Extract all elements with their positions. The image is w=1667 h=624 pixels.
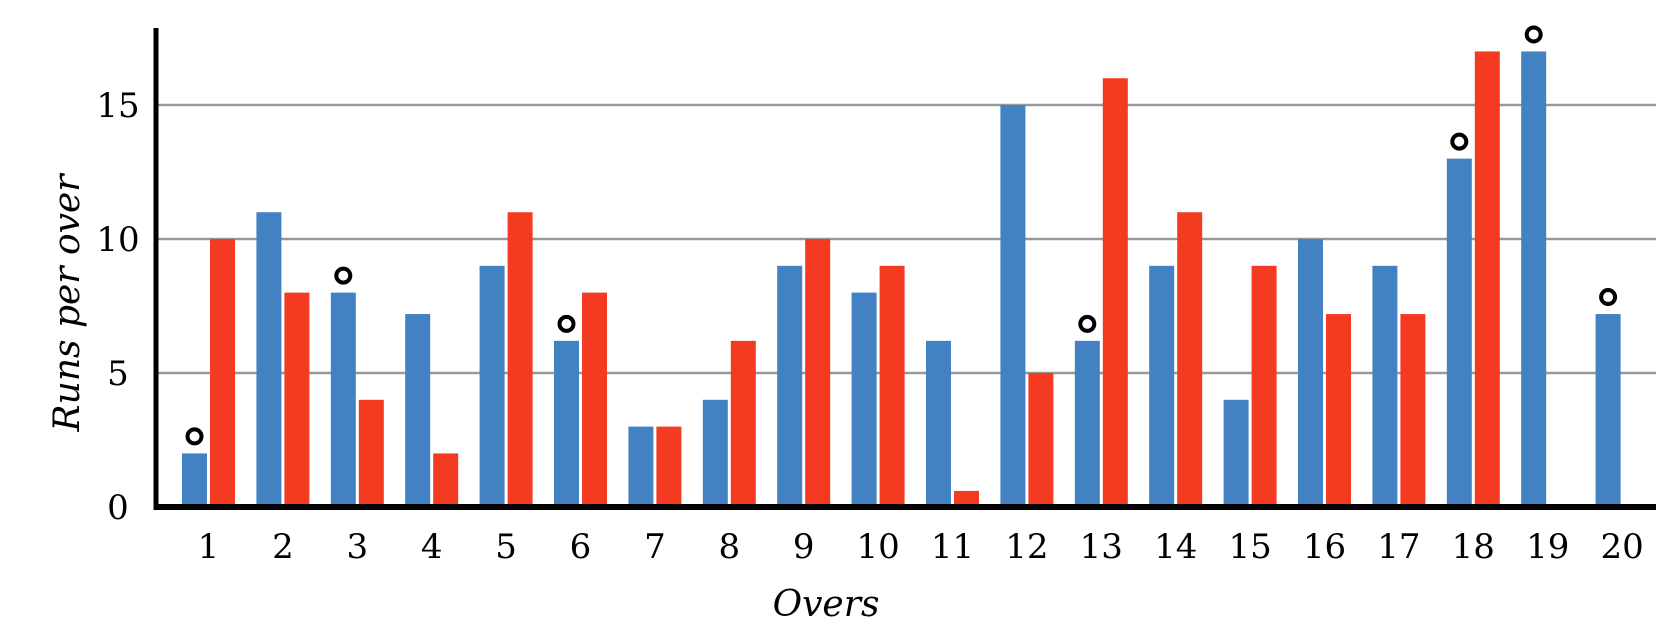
x-tick-label-15: 15 [1228,527,1271,567]
x-tick-label-4: 4 [421,527,443,567]
wicket-marker-over-1 [185,427,204,446]
bar-series1-over-15 [1223,399,1249,507]
bar-series1-over-14 [1149,265,1175,507]
bar-series2-over-16 [1326,314,1351,507]
bar-series1-over-18 [1446,158,1472,507]
bar-series2-over-7 [656,426,682,507]
bar-series2-over-9 [805,239,831,508]
x-tick-label-20: 20 [1600,527,1643,567]
bar-series2-over-14 [1177,212,1203,507]
bar-series2-over-1 [210,239,235,508]
bar-series2-over-15 [1251,265,1277,507]
bar-series1-over-7 [628,426,654,507]
x-tick-label-8: 8 [718,527,740,567]
x-tick-label-2: 2 [272,527,294,567]
y-tick-label-15: 15 [96,86,139,126]
bar-series1-over-8 [702,399,728,507]
bar-series1-over-13 [1074,340,1100,507]
bar-series1-over-9 [777,265,803,507]
bar-series2-over-17 [1400,314,1426,507]
bar-series1-over-12 [1000,105,1026,508]
bar-series2-over-2 [284,292,310,507]
wicket-marker-over-3 [334,266,353,285]
bar-series2-over-11 [954,490,979,507]
bar-series1-over-6 [554,340,579,507]
x-tick-label-5: 5 [495,527,517,567]
wicket-marker-over-20 [1599,288,1618,307]
bar-series1-over-5 [479,265,505,507]
bar-series1-over-17 [1372,265,1398,507]
x-tick-label-6: 6 [570,527,592,567]
x-tick-label-13: 13 [1080,527,1123,567]
bar-series1-over-1 [182,453,207,507]
x-tick-label-10: 10 [856,527,899,567]
y-tick-label-0: 0 [107,488,129,528]
bars [182,51,1621,508]
wicket-marker-over-19 [1524,25,1543,44]
bar-series2-over-3 [358,399,384,507]
bar-series2-over-13 [1102,78,1128,507]
bar-series1-over-3 [330,292,356,507]
bar-series2-over-4 [433,453,459,507]
bar-series1-over-11 [926,340,951,507]
wicket-marker-over-13 [1078,314,1097,333]
y-tick-label-5: 5 [107,354,129,394]
x-axis-title: Overs [773,584,880,624]
wicket-marker-over-18 [1450,132,1469,151]
x-tick-label-17: 17 [1377,527,1420,567]
y-tick-label-10: 10 [96,220,139,260]
x-tick-label-16: 16 [1303,527,1346,567]
x-tick-label-11: 11 [931,527,974,567]
wicket-marker-over-6 [557,314,576,333]
wicket-markers [185,25,1618,446]
bar-series2-over-10 [879,265,905,507]
bar-series2-over-5 [507,212,533,507]
bar-series2-over-12 [1028,373,1054,507]
bar-series1-over-10 [851,292,877,507]
gridlines [156,103,1656,375]
x-tick-label-1: 1 [198,527,220,567]
x-tick-label-3: 3 [346,527,368,567]
axes [153,28,1656,510]
bar-series1-over-16 [1298,239,1323,508]
x-tick-label-19: 19 [1526,527,1569,567]
x-tick-label-14: 14 [1154,527,1197,567]
x-tick-label-18: 18 [1452,527,1495,567]
bar-series1-over-20 [1595,314,1621,507]
y-axis-title: Runs per over [47,173,88,433]
bar-series2-over-6 [582,292,607,507]
x-tick-label-7: 7 [644,527,666,567]
bar-series1-over-2 [256,212,282,507]
bar-series1-over-19 [1521,51,1547,507]
bar-series2-over-8 [730,340,756,507]
bar-series1-over-4 [405,314,431,507]
bar-series2-over-18 [1474,51,1500,507]
x-tick-label-12: 12 [1005,527,1048,567]
x-tick-label-9: 9 [793,527,815,567]
